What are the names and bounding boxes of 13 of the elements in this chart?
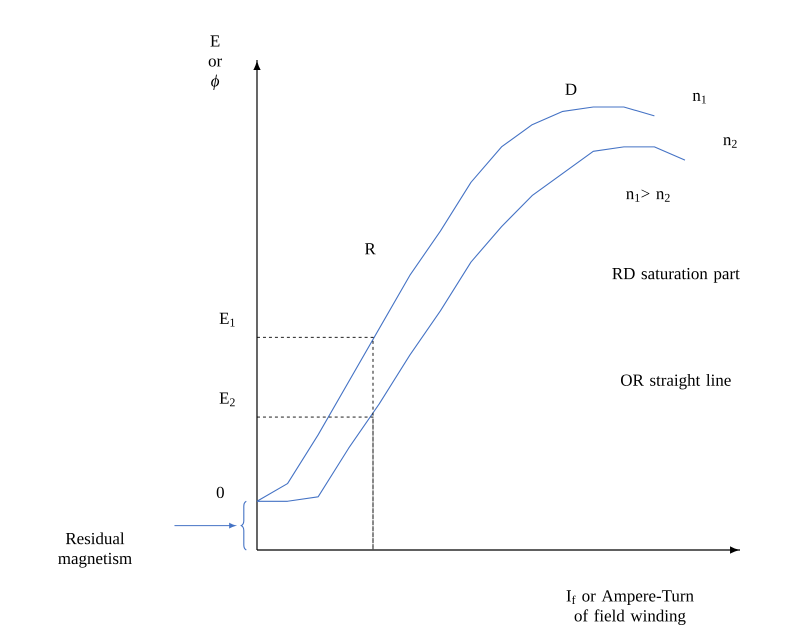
annotation: n$_{1}$> n$_{2}$ (626, 189, 670, 202)
annotation: RD saturation part (612, 268, 740, 283)
text: n$_{2}$ (723, 137, 737, 148)
ref-line-label: E$_{2}$ (220, 392, 235, 406)
annotation: R (364, 243, 376, 254)
text: 0 (216, 486, 224, 498)
text: n$_{1}$ (692, 92, 706, 104)
text: D (565, 84, 576, 95)
annotation: OR straight line (620, 374, 731, 390)
y-axis-title: E or ϕ (208, 35, 222, 90)
text: Residual magnetism (58, 532, 132, 568)
x-axis-title: I$_{f}$ or Ampere-Turn of field winding (566, 590, 694, 625)
ref-line-label: E$_{1}$ (220, 312, 235, 326)
